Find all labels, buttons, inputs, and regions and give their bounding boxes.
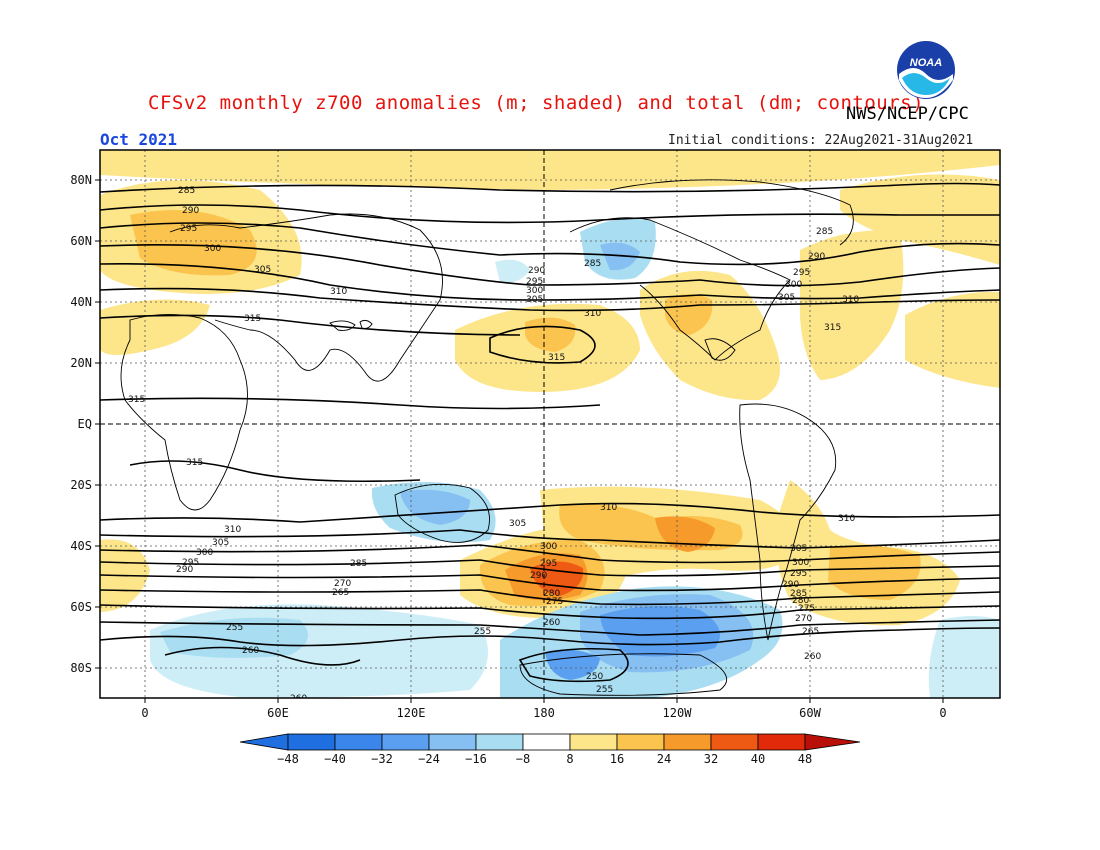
lon-tick-label: 0	[939, 706, 946, 720]
svg-text:295: 295	[180, 224, 197, 234]
lat-tick-label: EQ	[78, 417, 92, 431]
svg-text:305: 305	[509, 519, 526, 529]
svg-text:285: 285	[816, 227, 833, 237]
svg-text:255: 255	[226, 623, 243, 633]
svg-text:300: 300	[785, 280, 802, 290]
svg-text:290: 290	[528, 266, 545, 276]
lon-tick-label: 60W	[799, 706, 821, 720]
svg-text:270: 270	[334, 579, 351, 589]
svg-text:285: 285	[178, 186, 195, 196]
svg-text:305: 305	[790, 544, 807, 554]
svg-text:305: 305	[254, 265, 271, 275]
colorbar-label: −8	[516, 752, 530, 766]
svg-text:280: 280	[792, 596, 809, 606]
contour-labels: 285 290 295 300 305 310 315 315 315 290 …	[128, 186, 859, 704]
svg-text:315: 315	[128, 395, 145, 405]
svg-text:255: 255	[474, 627, 491, 637]
latitude-axis: 80N 60N 40N 20N EQ 20S 40S 60S 80S	[70, 173, 100, 675]
colorbar-label: −32	[371, 752, 393, 766]
svg-text:295: 295	[790, 569, 807, 579]
svg-text:305: 305	[212, 538, 229, 548]
lat-tick-label: 40N	[70, 295, 92, 309]
colorbar-label: 48	[798, 752, 812, 766]
svg-text:285: 285	[790, 589, 807, 599]
coastlines	[120, 179, 854, 696]
svg-text:275: 275	[798, 604, 815, 614]
svg-text:265: 265	[802, 627, 819, 637]
lon-tick-label: 120W	[663, 706, 693, 720]
svg-text:315: 315	[244, 314, 261, 324]
svg-text:285: 285	[584, 259, 601, 269]
svg-text:270: 270	[795, 614, 812, 624]
lon-tick-label: 0	[141, 706, 148, 720]
map-title: CFSv2 monthly z700 anomalies (m; shaded)…	[148, 92, 925, 114]
lat-tick-label: 80N	[70, 173, 92, 187]
svg-text:280: 280	[543, 589, 560, 599]
svg-text:305: 305	[526, 295, 543, 305]
svg-text:295: 295	[540, 559, 557, 569]
svg-text:275: 275	[546, 597, 563, 607]
noaa-logo-icon: NOAA	[897, 41, 955, 99]
colorbar-label: 8	[566, 752, 573, 766]
svg-text:260: 260	[242, 646, 259, 656]
colorbar-label: −48	[277, 752, 299, 766]
longitude-axis: 0 60E 120E 180 120W 60W 0	[141, 698, 947, 720]
svg-text:310: 310	[330, 287, 347, 297]
svg-text:300: 300	[204, 244, 221, 254]
svg-text:285: 285	[350, 559, 367, 569]
height-contours	[100, 182, 1000, 683]
lat-tick-label: 20N	[70, 356, 92, 370]
colorbar-label: 24	[657, 752, 671, 766]
svg-text:290: 290	[176, 565, 193, 575]
svg-text:315: 315	[824, 323, 841, 333]
svg-text:300: 300	[196, 548, 213, 558]
initial-conditions: Initial conditions: 22Aug2021-31Aug2021	[668, 133, 974, 148]
svg-text:290: 290	[808, 252, 825, 262]
colorbar-label: −24	[418, 752, 440, 766]
svg-text:315: 315	[186, 458, 203, 468]
svg-text:260: 260	[804, 652, 821, 662]
lon-tick-label: 120E	[397, 706, 426, 720]
svg-text:310: 310	[600, 503, 617, 513]
lon-tick-label: 180	[533, 706, 555, 720]
svg-text:310: 310	[224, 525, 241, 535]
lon-tick-label: 60E	[267, 706, 289, 720]
svg-text:290: 290	[530, 571, 547, 581]
svg-text:310: 310	[838, 514, 855, 524]
equator-dateline	[100, 150, 1000, 698]
svg-text:295: 295	[793, 268, 810, 278]
lat-tick-label: 20S	[70, 478, 92, 492]
colorbar-label: 40	[751, 752, 765, 766]
svg-text:NOAA: NOAA	[910, 57, 942, 69]
svg-text:260: 260	[543, 618, 560, 628]
lat-tick-label: 60S	[70, 600, 92, 614]
svg-text:305: 305	[778, 293, 795, 303]
svg-text:250: 250	[586, 672, 603, 682]
svg-text:300: 300	[792, 558, 809, 568]
svg-text:290: 290	[182, 206, 199, 216]
svg-text:265: 265	[332, 588, 349, 598]
svg-text:300: 300	[526, 286, 543, 296]
svg-text:255: 255	[596, 685, 613, 695]
svg-text:315: 315	[548, 353, 565, 363]
svg-text:300: 300	[540, 542, 557, 552]
svg-text:310: 310	[842, 295, 859, 305]
lat-tick-label: 80S	[70, 661, 92, 675]
lat-tick-label: 40S	[70, 539, 92, 553]
svg-text:290: 290	[782, 580, 799, 590]
agency-label: NWS/NCEP/CPC	[846, 104, 969, 124]
forecast-month: Oct 2021	[100, 130, 178, 149]
colorbar-label: 16	[610, 752, 624, 766]
colorbar: −48 −40 −32 −24 −16 −8 8 16 24 32 40 48	[239, 733, 861, 766]
svg-text:310: 310	[584, 309, 601, 319]
lat-tick-label: 60N	[70, 234, 92, 248]
colorbar-label: −40	[324, 752, 346, 766]
svg-text:295: 295	[182, 558, 199, 568]
colorbar-label: 32	[704, 752, 718, 766]
svg-text:295: 295	[526, 277, 543, 287]
svg-text:260: 260	[290, 694, 307, 704]
negative-anomaly-regions	[150, 218, 1000, 698]
colorbar-label: −16	[465, 752, 487, 766]
